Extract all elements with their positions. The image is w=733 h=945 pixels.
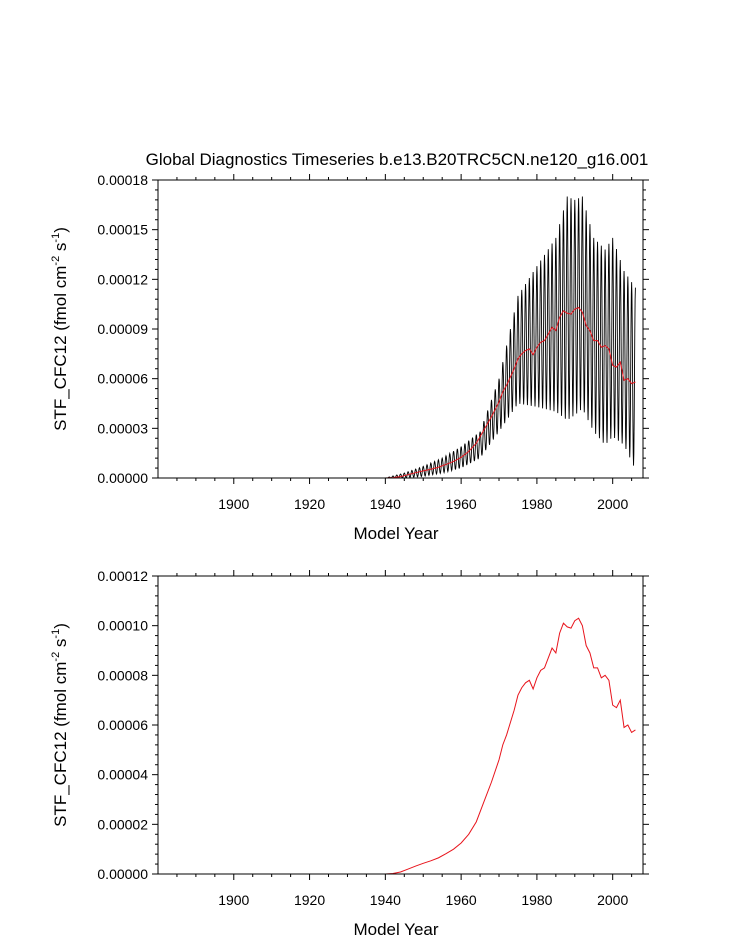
top-ticks: 1900 1920 1940 1960 1980 2000 0.00000 0.00003 0.… (97, 172, 649, 512)
y-tick-label: 0.00004 (97, 767, 148, 783)
y-tick-label: 0.00018 (97, 172, 148, 188)
bottom-y-axis-title: STF_CFC12 (fmol cm-2 s-1) (50, 623, 70, 827)
x-tick-label: 1900 (218, 892, 249, 908)
x-tick-label: 1920 (294, 892, 325, 908)
y-tick-label: 0.00012 (97, 271, 148, 287)
y-tick-label: 0.00006 (97, 717, 148, 733)
top-y-axis-title: STF_CFC12 (fmol cm-2 s-1) (50, 227, 70, 431)
bottom-y-axis-title-sup2: -1 (50, 629, 62, 639)
x-tick-label: 1960 (446, 892, 477, 908)
bottom-y-axis-title-end: ) (51, 623, 70, 629)
x-tick-label: 1980 (521, 496, 552, 512)
x-tick-label: 1940 (370, 892, 401, 908)
top-series-layer (158, 196, 636, 479)
x-tick-label: 2000 (597, 892, 628, 908)
x-tick-label: 2000 (597, 496, 628, 512)
y-tick-label: 0.00002 (97, 816, 148, 832)
annual-mean-line (158, 306, 636, 479)
x-tick-label: 1920 (294, 496, 325, 512)
y-tick-label: 0.00000 (97, 470, 148, 486)
x-tick-label: 1900 (218, 496, 249, 512)
bottom-series-layer (158, 617, 636, 875)
y-tick-label: 0.00010 (97, 618, 148, 634)
y-tick-label: 0.00015 (97, 222, 148, 238)
top-y-axis-title-end: ) (51, 227, 70, 233)
bottom-y-axis-title-sup1: -2 (50, 652, 62, 662)
top-y-axis-title-mid: s (51, 243, 70, 256)
top-y-axis-title-sup1: -2 (50, 256, 62, 266)
y-tick-label: 0.00009 (97, 321, 148, 337)
bottom-y-axis-title-main: STF_CFC12 (fmol cm (51, 662, 70, 827)
y-tick-label: 0.00008 (97, 667, 148, 683)
bottom-plot-frame (157, 575, 644, 875)
bottom-chart: 1900 1920 1940 1960 1980 2000 0.00000 0.00002 0.… (50, 568, 649, 939)
top-y-axis-title-main: STF_CFC12 (fmol cm (51, 266, 70, 431)
top-chart: 1900 1920 1940 1960 1980 2000 0.00000 0.00003 0.… (50, 172, 649, 543)
bottom-y-axis-title-mid: s (51, 639, 70, 652)
bottom-x-axis-title: Model Year (353, 920, 438, 939)
x-tick-label: 1960 (446, 496, 477, 512)
y-tick-label: 0.00003 (97, 420, 148, 436)
annual-mean-line (158, 617, 636, 875)
chart-title: Global Diagnostics Timeseries b.e13.B20T… (146, 150, 649, 169)
x-tick-label: 1980 (521, 892, 552, 908)
y-tick-label: 0.00012 (97, 568, 148, 584)
x-tick-label: 1940 (370, 496, 401, 512)
y-tick-label: 0.00006 (97, 371, 148, 387)
bottom-ticks: 1900 1920 1940 1960 1980 2000 0.00000 0.00002 0.… (97, 568, 649, 908)
monthly-series-line (158, 196, 636, 479)
y-tick-label: 0.00000 (97, 866, 148, 882)
top-y-axis-title-sup2: -1 (50, 233, 62, 243)
top-x-axis-title: Model Year (353, 524, 438, 543)
